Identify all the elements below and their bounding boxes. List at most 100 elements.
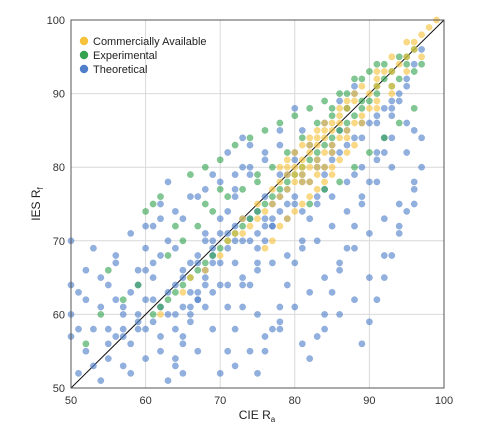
data-point: [201, 281, 209, 289]
data-point: [201, 274, 209, 282]
data-point: [336, 126, 344, 134]
data-point: [358, 340, 366, 348]
data-point: [365, 178, 373, 186]
data-point: [119, 325, 127, 333]
data-point: [261, 193, 269, 201]
data-point: [112, 296, 120, 304]
data-point: [261, 156, 269, 164]
data-point: [216, 229, 224, 237]
data-point: [298, 163, 306, 171]
data-point: [268, 237, 276, 245]
data-point: [388, 134, 396, 142]
data-point: [261, 126, 269, 134]
data-point: [254, 178, 261, 186]
data-point: [365, 229, 373, 237]
data-point: [321, 178, 329, 186]
data-point: [149, 259, 157, 267]
data-point: [254, 266, 261, 274]
data-point: [351, 119, 358, 127]
data-point: [157, 347, 164, 355]
data-point: [336, 266, 344, 274]
data-point: [276, 222, 284, 230]
data-point: [127, 369, 135, 377]
data-point: [239, 274, 247, 282]
data-point: [380, 149, 388, 156]
data-point: [142, 355, 150, 363]
data-point: [142, 266, 150, 274]
data-point: [373, 149, 381, 156]
data-point: [365, 119, 373, 127]
legend-marker: [79, 64, 89, 74]
data-point: [343, 207, 351, 215]
data-point: [351, 82, 358, 90]
data-point: [276, 318, 284, 326]
data-point: [313, 185, 321, 193]
data-point: [201, 303, 209, 311]
data-point: [97, 310, 105, 318]
data-point: [261, 215, 269, 223]
data-point: [403, 53, 411, 61]
data-point: [306, 355, 314, 363]
y-axis-label-text: IES R: [29, 189, 43, 221]
data-point: [149, 310, 157, 318]
data-point: [291, 178, 299, 186]
data-point: [164, 252, 172, 259]
series-experimental: [82, 45, 426, 348]
data-point: [351, 244, 358, 252]
data-point: [276, 163, 284, 171]
data-point: [171, 222, 179, 230]
data-point: [298, 171, 306, 179]
data-point: [119, 333, 127, 340]
data-point: [313, 237, 321, 245]
data-point: [351, 97, 358, 105]
data-point: [291, 171, 299, 179]
data-point: [358, 75, 366, 83]
data-point: [313, 149, 321, 156]
data-point: [276, 193, 284, 201]
data-point: [194, 296, 202, 304]
data-point: [179, 340, 187, 348]
data-point: [254, 215, 261, 223]
data-point: [298, 237, 306, 245]
data-point: [224, 229, 232, 237]
data-point: [164, 237, 172, 245]
data-point: [395, 90, 403, 98]
data-point: [209, 259, 217, 267]
data-point: [112, 333, 120, 340]
data-point: [298, 244, 306, 252]
data-point: [142, 296, 150, 304]
data-point: [358, 119, 366, 127]
data-point: [365, 318, 373, 326]
data-point: [261, 237, 269, 245]
data-point: [261, 333, 269, 340]
data-point: [254, 259, 261, 267]
legend-marker: [79, 36, 89, 46]
data-point: [343, 104, 351, 112]
data-points: [67, 16, 440, 385]
data-point: [171, 288, 179, 296]
legend-marker: [79, 50, 89, 60]
data-point: [246, 141, 254, 149]
data-point: [201, 185, 209, 193]
data-point: [403, 82, 411, 90]
data-point: [134, 266, 142, 274]
data-point: [104, 340, 112, 348]
data-point: [171, 244, 179, 252]
data-point: [291, 112, 299, 120]
data-point: [127, 229, 135, 237]
data-point: [343, 134, 351, 142]
data-point: [179, 303, 187, 311]
data-point: [216, 281, 224, 289]
data-point: [194, 259, 202, 267]
data-point: [283, 171, 291, 179]
data-point: [134, 281, 142, 289]
data-point: [388, 112, 396, 120]
data-point: [186, 288, 194, 296]
data-point: [224, 207, 232, 215]
data-point: [343, 97, 351, 105]
data-point: [291, 104, 299, 112]
data-point: [283, 215, 291, 223]
data-point: [157, 193, 164, 201]
data-point: [261, 347, 269, 355]
data-point: [254, 244, 261, 252]
